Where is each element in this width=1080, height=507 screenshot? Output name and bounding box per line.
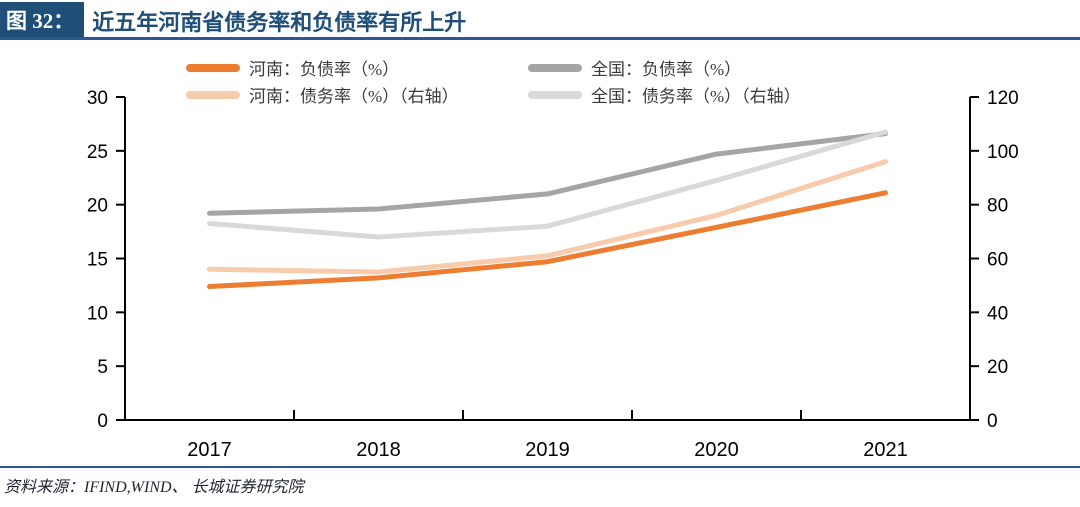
source-note: 资料来源：IFIND,WIND、 长城证券研究院 — [4, 479, 304, 496]
svg-text:30: 30 — [87, 88, 108, 109]
legend-swatch-national-debt — [528, 90, 582, 99]
svg-text:20: 20 — [87, 196, 108, 217]
svg-text:10: 10 — [87, 303, 108, 324]
svg-text:25: 25 — [87, 142, 108, 163]
svg-text:2019: 2019 — [525, 439, 570, 461]
svg-text:5: 5 — [97, 357, 108, 378]
legend-item-national-liability: 全国：负债率（%） — [528, 55, 741, 80]
figure-header: 图 32： 近五年河南省债务率和负债率有所上升 — [0, 0, 1080, 40]
figure-number-chip: 图 32： — [0, 2, 85, 37]
svg-text:100: 100 — [987, 142, 1019, 163]
legend-label: 河南：负债率（%） — [249, 60, 400, 79]
legend-label: 河南：债务率（%）（右轴） — [249, 87, 459, 106]
legend-swatch-henan-debt — [186, 90, 240, 99]
legend-item-national-debt: 全国：债务率（%）（右轴） — [528, 82, 801, 107]
svg-text:80: 80 — [987, 196, 1008, 217]
svg-text:0: 0 — [97, 411, 108, 432]
legend-item-henan-debt: 河南：债务率（%）（右轴） — [186, 82, 459, 107]
legend-swatch-henan-liability — [186, 63, 240, 72]
svg-text:40: 40 — [987, 303, 1008, 324]
svg-text:2020: 2020 — [694, 439, 739, 461]
svg-text:2017: 2017 — [187, 439, 232, 461]
svg-text:2018: 2018 — [356, 439, 401, 461]
legend-item-henan-liability: 河南：负债率（%） — [186, 55, 399, 80]
svg-text:20: 20 — [987, 357, 1008, 378]
svg-text:60: 60 — [987, 250, 1008, 271]
svg-text:15: 15 — [87, 250, 108, 271]
legend-label: 全国：债务率（%）（右轴） — [591, 87, 801, 106]
legend-label: 全国：负债率（%） — [591, 60, 742, 79]
svg-text:2021: 2021 — [863, 439, 908, 461]
legend-swatch-national-liability — [528, 63, 582, 72]
figure-footer: 资料来源：IFIND,WIND、 长城证券研究院 — [0, 466, 1080, 497]
svg-text:0: 0 — [987, 411, 998, 432]
svg-text:120: 120 — [987, 88, 1019, 109]
figure-title: 近五年河南省债务率和负债率有所上升 — [92, 10, 467, 35]
